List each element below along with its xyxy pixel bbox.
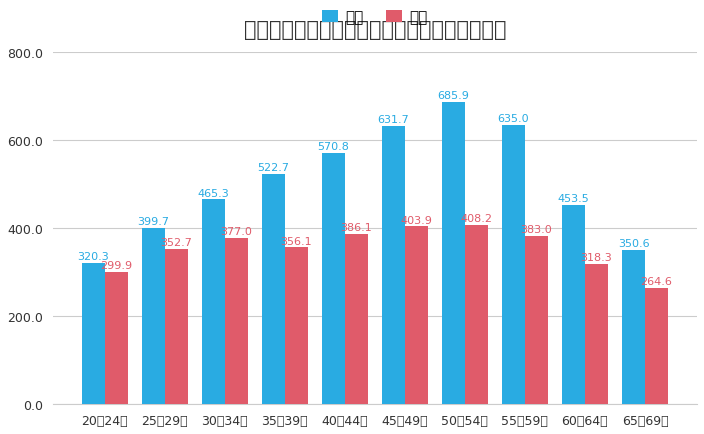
Bar <box>382 127 405 404</box>
Bar <box>142 229 165 404</box>
Legend: 男性, 女性: 男性, 女性 <box>316 4 434 31</box>
Title: 福岡県の男女別平均年収の推移（単位：万円）: 福岡県の男女別平均年収の推移（単位：万円） <box>244 20 506 40</box>
Bar <box>285 248 308 404</box>
Text: 352.7: 352.7 <box>161 238 192 248</box>
Bar <box>622 250 645 404</box>
Bar <box>105 273 127 404</box>
Bar <box>585 264 608 404</box>
Text: 635.0: 635.0 <box>498 114 529 124</box>
Text: 350.6: 350.6 <box>617 239 649 249</box>
Text: 522.7: 522.7 <box>258 163 289 173</box>
Text: 403.9: 403.9 <box>401 215 432 225</box>
Text: 383.0: 383.0 <box>520 224 552 234</box>
Bar <box>225 239 248 404</box>
Bar <box>405 227 427 404</box>
Bar <box>562 205 585 404</box>
Bar <box>345 235 367 404</box>
Text: 377.0: 377.0 <box>220 227 252 237</box>
Text: 631.7: 631.7 <box>377 115 409 125</box>
Bar <box>202 200 225 404</box>
Bar <box>465 225 488 404</box>
Text: 465.3: 465.3 <box>198 188 230 198</box>
Text: 399.7: 399.7 <box>137 217 170 227</box>
Bar <box>322 154 345 404</box>
Bar <box>262 174 285 404</box>
Text: 356.1: 356.1 <box>280 236 312 246</box>
Text: 320.3: 320.3 <box>77 252 109 262</box>
Bar <box>502 125 525 404</box>
Text: 318.3: 318.3 <box>581 253 612 263</box>
Text: 264.6: 264.6 <box>641 276 672 286</box>
Bar <box>165 250 187 404</box>
Text: 408.2: 408.2 <box>460 213 492 223</box>
Bar <box>442 103 465 404</box>
Bar <box>525 236 548 404</box>
Text: 299.9: 299.9 <box>100 261 132 271</box>
Text: 685.9: 685.9 <box>438 91 470 101</box>
Bar <box>645 288 668 404</box>
Text: 570.8: 570.8 <box>318 142 349 152</box>
Bar <box>82 263 105 404</box>
Text: 453.5: 453.5 <box>558 193 589 203</box>
Text: 386.1: 386.1 <box>340 223 372 233</box>
